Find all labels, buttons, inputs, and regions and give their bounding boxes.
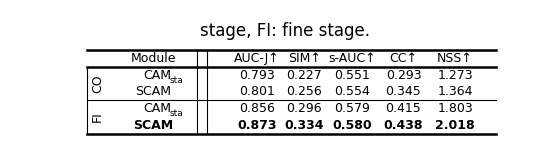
Text: AUC-J↑: AUC-J↑ xyxy=(234,52,280,65)
Text: 1.364: 1.364 xyxy=(438,85,473,99)
Text: 0.256: 0.256 xyxy=(286,85,322,99)
Text: 1.803: 1.803 xyxy=(437,102,473,115)
Text: 0.554: 0.554 xyxy=(334,85,370,99)
Text: 0.334: 0.334 xyxy=(285,119,324,132)
Text: stage, FI: fine stage.: stage, FI: fine stage. xyxy=(200,22,370,40)
Text: SIM↑: SIM↑ xyxy=(288,52,321,65)
Text: 0.293: 0.293 xyxy=(386,69,421,82)
Text: Module: Module xyxy=(131,52,176,65)
Text: 0.580: 0.580 xyxy=(332,119,371,132)
Text: 0.415: 0.415 xyxy=(385,102,421,115)
Text: 0.801: 0.801 xyxy=(239,85,275,99)
Text: FI: FI xyxy=(91,111,104,122)
Text: 0.579: 0.579 xyxy=(334,102,370,115)
Text: 0.873: 0.873 xyxy=(237,119,277,132)
Text: 0.438: 0.438 xyxy=(384,119,423,132)
Text: NSS↑: NSS↑ xyxy=(437,52,473,65)
Text: 2.018: 2.018 xyxy=(435,119,475,132)
Text: 0.296: 0.296 xyxy=(286,102,322,115)
Text: CC↑: CC↑ xyxy=(389,52,418,65)
Text: s-AUC↑: s-AUC↑ xyxy=(328,52,375,65)
Text: sta: sta xyxy=(170,109,183,118)
Text: 0.551: 0.551 xyxy=(334,69,370,82)
Text: SCAM: SCAM xyxy=(136,85,171,99)
Text: CAM: CAM xyxy=(143,69,171,82)
Text: SCAM: SCAM xyxy=(133,119,173,132)
Text: 0.345: 0.345 xyxy=(385,85,421,99)
Text: CAM: CAM xyxy=(143,102,171,115)
Text: CO: CO xyxy=(91,74,104,93)
Text: sta: sta xyxy=(170,76,183,85)
Text: 1.273: 1.273 xyxy=(438,69,473,82)
Text: 0.793: 0.793 xyxy=(239,69,275,82)
Text: 0.227: 0.227 xyxy=(286,69,322,82)
Text: 0.856: 0.856 xyxy=(239,102,275,115)
